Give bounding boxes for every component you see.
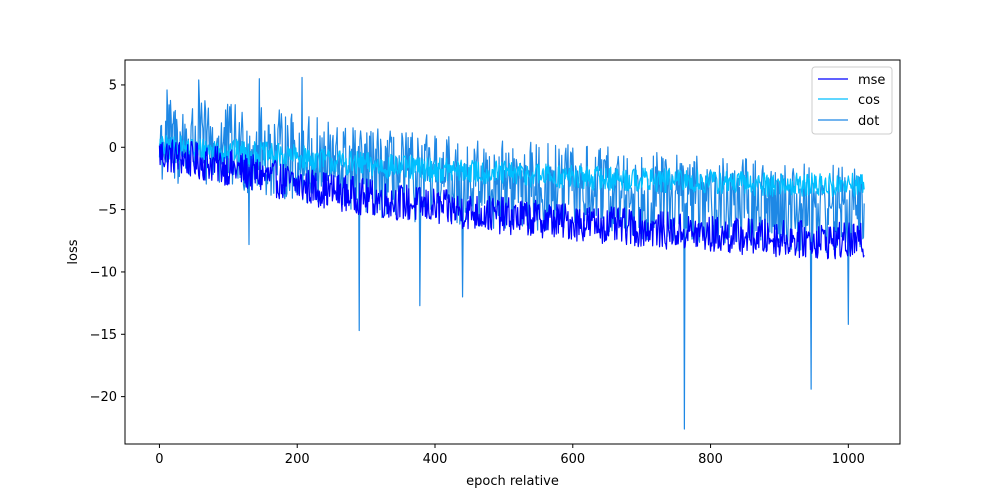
y-tick-label: −20 [90, 390, 117, 405]
y-axis-ticks: 5 0 −5 −10 −15 −20 [90, 78, 125, 405]
legend: mse cos dot [811, 66, 893, 135]
series-line-mse [158, 139, 865, 260]
y-tick-label: 5 [109, 78, 117, 93]
y-tick-label: −10 [90, 265, 117, 280]
x-tick-label: 0 [155, 452, 163, 467]
series-layer [158, 76, 865, 430]
y-tick-label: −5 [98, 203, 117, 218]
x-axis-ticks: 0 200 400 600 800 1000 [155, 444, 865, 467]
legend-label-dot: dot [858, 114, 879, 129]
legend-label-cos: cos [858, 93, 880, 108]
plot-frame [124, 59, 901, 445]
legend-label-mse: mse [858, 73, 885, 88]
y-axis-label: loss [66, 239, 81, 264]
x-tick-label: 1000 [832, 452, 865, 467]
y-tick-label: −15 [90, 328, 117, 343]
x-axis-label: epoch relative [466, 474, 559, 489]
series-line-dot [158, 76, 865, 430]
plot-area [124, 59, 901, 445]
x-tick-label: 600 [560, 452, 585, 467]
y-tick-label: 0 [109, 141, 117, 156]
series-line-cos [158, 134, 865, 198]
x-tick-label: 400 [423, 452, 448, 467]
x-tick-label: 200 [285, 452, 310, 467]
legend-frame [811, 66, 893, 135]
x-tick-label: 800 [698, 452, 723, 467]
